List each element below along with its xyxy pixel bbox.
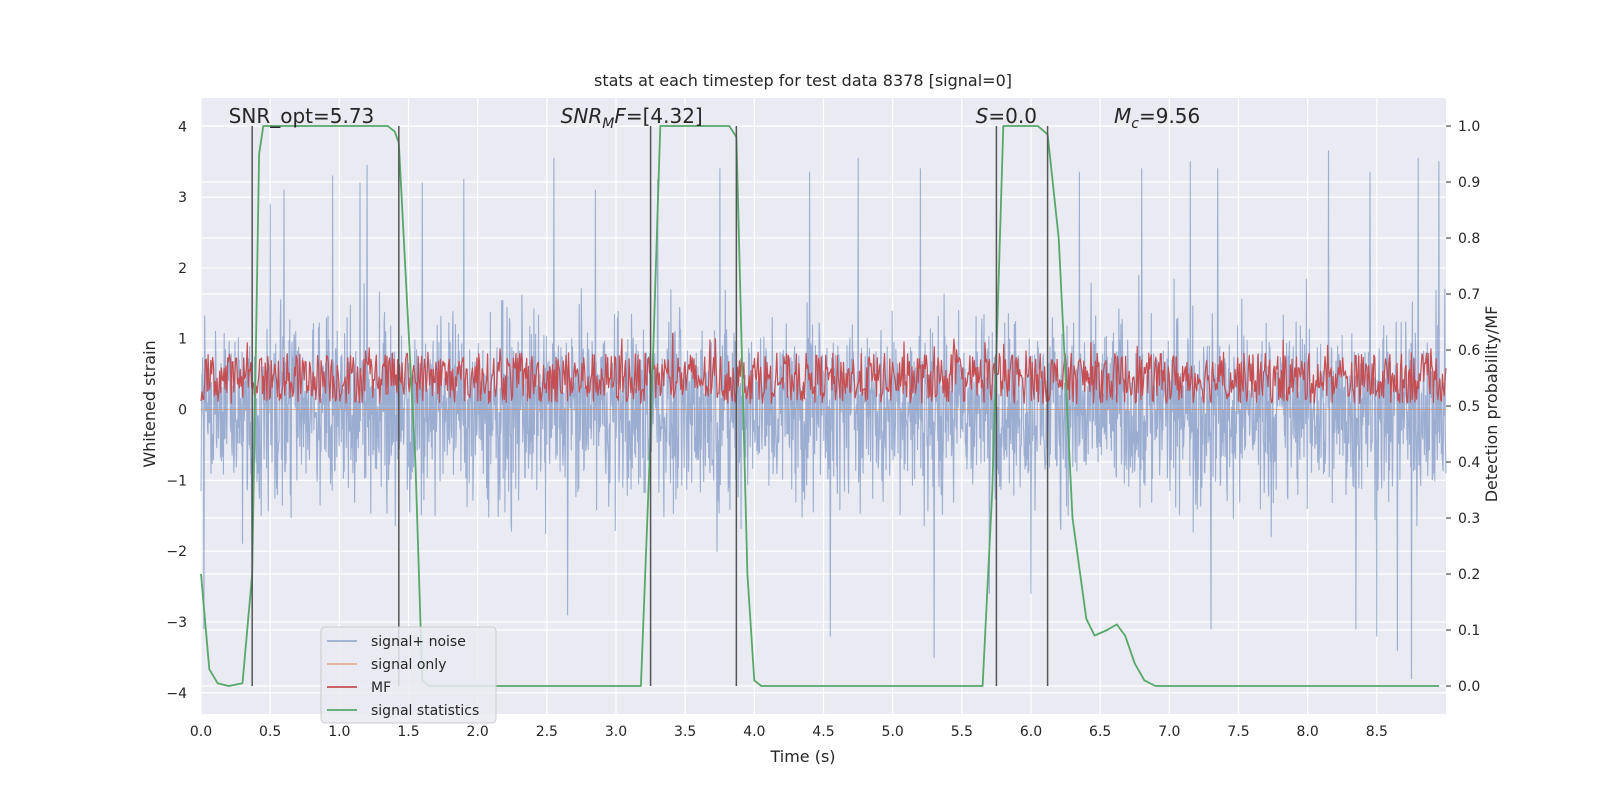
y-right-tick-label: 0.3: [1458, 511, 1480, 527]
x-tick-label: 0.5: [259, 724, 281, 740]
y-left-tick-label: −4: [166, 686, 187, 702]
y-left-tick-label: −1: [166, 473, 187, 489]
chart-title: stats at each timestep for test data 837…: [594, 71, 1012, 90]
y-right-tick-label: 0.0: [1458, 679, 1480, 695]
x-tick-label: 6.5: [1089, 724, 1111, 740]
legend-box: [320, 626, 497, 724]
annotation: Mc=9.56: [1114, 104, 1200, 132]
series-mf: [200, 332, 1447, 405]
y-right-tick-label: 0.4: [1458, 455, 1480, 471]
series-signal-statistics: [200, 125, 1440, 687]
y-right-tick-label: 0.5: [1458, 399, 1480, 415]
y-right-tick-labels: 1.0 0.9 0.8 0.7 0.6 0.5 0.4 0.3 0.2 0.1 0.0: [1446, 119, 1480, 695]
y-right-tick-label: 1.0: [1458, 119, 1480, 135]
y-left-tick-label: −2: [166, 544, 187, 560]
annotation: SNRMF=[4.32]: [561, 104, 703, 132]
annotation: SNR_opt=5.73: [229, 104, 375, 128]
vertical-markers: [251, 126, 1049, 686]
x-axis-label: Time (s): [769, 747, 835, 766]
x-tick-label: 7.0: [1158, 724, 1180, 740]
y-right-tick-label: 0.2: [1458, 567, 1480, 583]
x-tick-label: 8.5: [1366, 724, 1388, 740]
series-layer: [200, 125, 1447, 687]
y-left-tick-label: 1: [178, 332, 187, 348]
y-left-tick-label: 4: [178, 119, 187, 135]
legend-label: signal statistics: [371, 703, 479, 719]
legend-label: signal only: [371, 657, 446, 673]
x-tick-label: 3.5: [674, 724, 696, 740]
x-tick-labels: 0.0 0.5 1.0 1.5 2.0 2.5 3.0 3.5 4.0 4.5 5.0 5.5 6.0 6…: [190, 724, 1388, 740]
x-tick-label: 0.0: [190, 724, 212, 740]
annotation: S=0.0: [976, 104, 1037, 128]
y-axis-label-left: Whitened strain: [140, 340, 159, 467]
x-tick-label: 7.5: [1227, 724, 1249, 740]
x-tick-label: 1.5: [397, 724, 419, 740]
x-tick-label: 2.0: [467, 724, 489, 740]
y-right-tick-label: 0.1: [1458, 623, 1480, 639]
y-right-tick-label: 0.9: [1458, 175, 1480, 191]
x-tick-label: 5.5: [951, 724, 973, 740]
y-left-tick-label: −3: [166, 615, 187, 631]
y-right-tick-label: 0.8: [1458, 231, 1480, 247]
y-left-tick-label: 0: [178, 403, 187, 419]
legend: signal+ noise signal only MF signal statist…: [320, 626, 497, 724]
y-left-tick-label: 2: [178, 261, 187, 277]
y-right-tick-label: 0.7: [1458, 287, 1480, 303]
y-axis-label-right: Detection probability/MF: [1482, 306, 1501, 503]
x-tick-label: 5.0: [882, 724, 904, 740]
x-tick-label: 1.0: [328, 724, 350, 740]
x-tick-label: 8.0: [1297, 724, 1319, 740]
legend-label: signal+ noise: [371, 634, 466, 650]
legend-label: MF: [371, 680, 391, 696]
x-tick-label: 4.5: [812, 724, 834, 740]
x-tick-label: 3.0: [605, 724, 627, 740]
x-tick-label: 6.0: [1020, 724, 1042, 740]
x-tick-label: 2.5: [536, 724, 558, 740]
x-tick-label: 4.0: [743, 724, 765, 740]
y-left-tick-label: 3: [178, 190, 187, 206]
annotations: SNR_opt=5.73 SNRMF=[4.32] S=0.0 Mc=9.56: [229, 104, 1201, 132]
y-right-tick-label: 0.6: [1458, 343, 1480, 359]
y-left-tick-labels: 4 3 2 1 0 −1 −2 −3 −4: [166, 119, 187, 701]
